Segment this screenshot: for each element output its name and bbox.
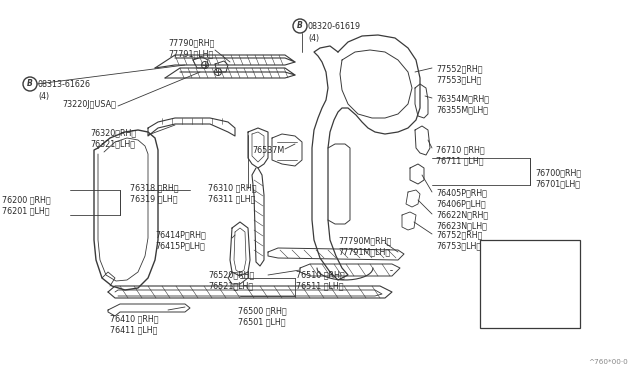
Text: 76680M〈RH〉: 76680M〈RH〉 [504, 312, 556, 321]
Text: 76700〈RH〉
76701〈LH〉: 76700〈RH〉 76701〈LH〉 [535, 168, 581, 189]
Text: 76622N〈RH〉
76623N〈LH〉: 76622N〈RH〉 76623N〈LH〉 [436, 210, 488, 231]
Text: B: B [27, 80, 33, 89]
Text: 76500 〈RH〉
76501 〈LH〉: 76500 〈RH〉 76501 〈LH〉 [238, 306, 287, 327]
Text: 76410 〈RH〉
76411 〈LH〉: 76410 〈RH〉 76411 〈LH〉 [110, 314, 159, 335]
Text: 77790M〈RH〉
77791M〈LH〉: 77790M〈RH〉 77791M〈LH〉 [338, 236, 391, 257]
Text: 76354M〈RH〉
76355M〈LH〉: 76354M〈RH〉 76355M〈LH〉 [436, 94, 489, 115]
Text: 76537M: 76537M [252, 146, 284, 155]
Text: 76200 〈RH〉
76201 〈LH〉: 76200 〈RH〉 76201 〈LH〉 [2, 195, 51, 216]
Text: B: B [297, 22, 303, 31]
Text: 76405P〈RH〉
76406P〈LH〉: 76405P〈RH〉 76406P〈LH〉 [436, 188, 487, 209]
Text: 76310 〈RH〉
76311 〈LH〉: 76310 〈RH〉 76311 〈LH〉 [208, 183, 257, 204]
Text: 76320〈RH〉
76321〈LH〉: 76320〈RH〉 76321〈LH〉 [90, 128, 136, 149]
Text: 08313-61626
(4): 08313-61626 (4) [38, 80, 91, 101]
Circle shape [214, 68, 221, 76]
Circle shape [202, 61, 209, 68]
Text: 76318 〈RH〉
76319 〈LH〉: 76318 〈RH〉 76319 〈LH〉 [130, 183, 179, 204]
Text: 77552〈RH〉
77553〈LH〉: 77552〈RH〉 77553〈LH〉 [436, 64, 483, 85]
Text: 76752〈RH〉
76753〈LH〉: 76752〈RH〉 76753〈LH〉 [436, 230, 483, 251]
Text: ^760*00·0: ^760*00·0 [588, 359, 628, 365]
Text: 08320-61619
(4): 08320-61619 (4) [308, 22, 361, 43]
Text: 76414P〈RH〉
76415P〈LH〉: 76414P〈RH〉 76415P〈LH〉 [155, 230, 205, 251]
Text: 76510 〈RH〉
76511 〈LH〉: 76510 〈RH〉 76511 〈LH〉 [296, 270, 344, 291]
Circle shape [293, 19, 307, 33]
Text: 77790〈RH〉
77791〈LH〉: 77790〈RH〉 77791〈LH〉 [168, 38, 214, 59]
Text: 76520〈RH〉
76521〈LH〉: 76520〈RH〉 76521〈LH〉 [208, 270, 254, 291]
Bar [480, 240, 580, 328]
Text: 73220J〈USA〉: 73220J〈USA〉 [62, 100, 116, 109]
Circle shape [23, 77, 37, 91]
Text: 76710 〈RH〉
76711 〈LH〉: 76710 〈RH〉 76711 〈LH〉 [436, 145, 484, 166]
